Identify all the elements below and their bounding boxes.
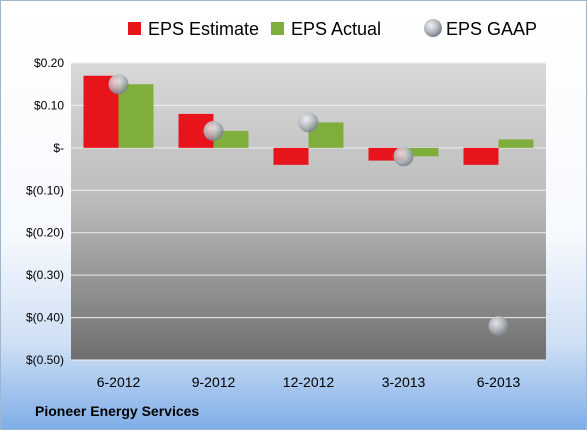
gaap-markers [108, 74, 509, 337]
chart-legend: EPS Estimate EPS Actual EPS GAAP [128, 19, 537, 39]
y-tick-label: $(0.40) [26, 311, 64, 325]
eps-actual-bar [118, 84, 154, 148]
eps-gaap-marker [298, 112, 319, 133]
legend-label: EPS Actual [291, 19, 381, 39]
x-tick-label: 6-2013 [477, 374, 521, 390]
company-name: Pioneer Energy Services [35, 403, 200, 419]
x-tick-label: 12-2012 [283, 374, 335, 390]
eps-actual-bar [498, 139, 534, 148]
legend-swatch [424, 19, 442, 37]
eps-estimate-bar [463, 147, 499, 165]
y-tick-label: $- [53, 141, 64, 155]
eps-estimate-bar [273, 147, 309, 165]
eps-gaap-marker [203, 120, 224, 141]
bars [83, 75, 534, 165]
legend-swatch [128, 22, 141, 35]
y-axis-labels: $0.20 $0.10 $- $(0.10) $(0.20) $(0.30) $(0.40)… [26, 56, 64, 367]
y-tick-label: $(0.20) [26, 226, 64, 240]
y-tick-label: $(0.10) [26, 183, 64, 197]
y-tick-label: $0.10 [34, 98, 64, 112]
legend-label: EPS GAAP [446, 19, 537, 39]
eps-gaap-marker [108, 74, 129, 95]
y-tick-label: $(0.50) [26, 353, 64, 367]
x-tick-label: 9-2012 [192, 374, 236, 390]
x-tick-label: 3-2013 [382, 374, 426, 390]
x-axis-labels: 6-2012 9-2012 12-2012 3-2013 6-2013 [97, 374, 521, 390]
legend-label: EPS Estimate [148, 19, 259, 39]
eps-gaap-marker [393, 146, 414, 167]
x-tick-label: 6-2012 [97, 374, 141, 390]
legend-swatch [271, 22, 284, 35]
eps-gaap-marker [488, 316, 509, 337]
eps-actual-bar [403, 147, 439, 157]
y-tick-label: $(0.30) [26, 268, 64, 282]
y-tick-label: $0.20 [34, 56, 64, 70]
